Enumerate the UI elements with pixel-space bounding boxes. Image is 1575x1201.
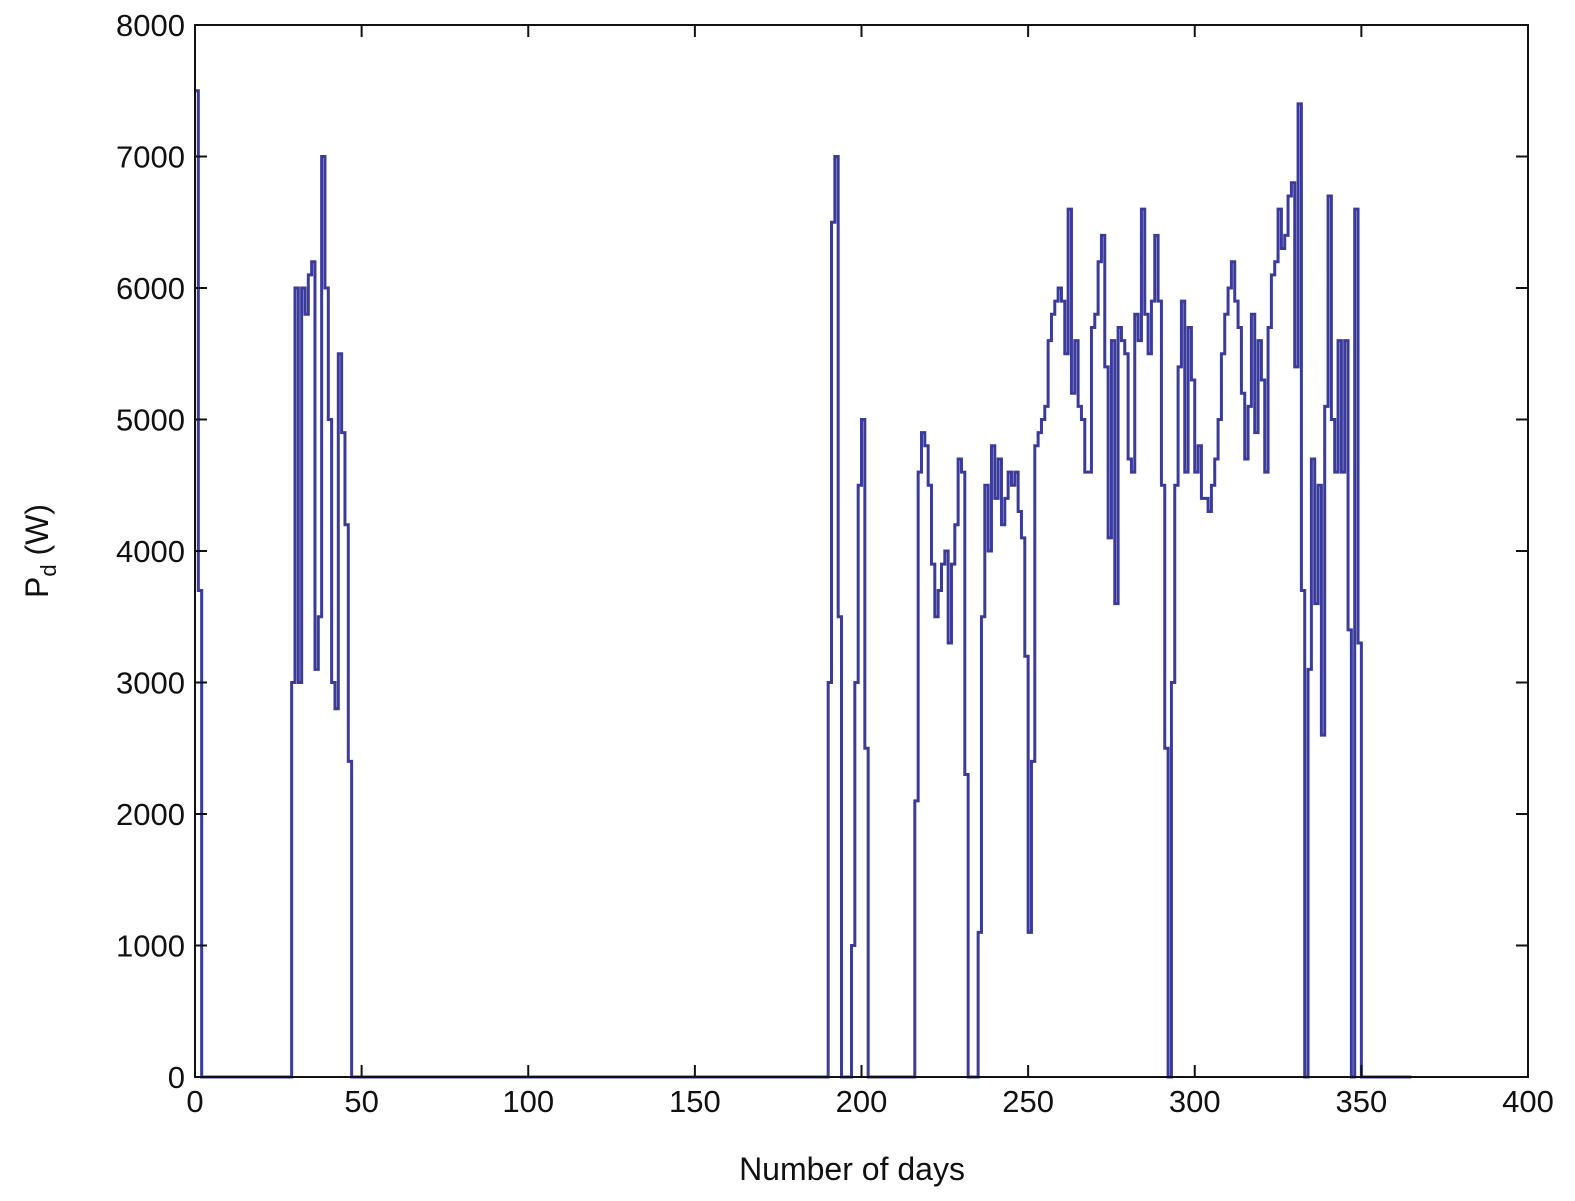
x-tick-label: 300 — [1169, 1084, 1221, 1119]
plot-area — [195, 25, 1528, 1077]
y-tick-label: 5000 — [116, 403, 185, 438]
y-axis-label: Pd (W) — [19, 504, 61, 598]
y-tick-label: 0 — [168, 1060, 185, 1095]
y-tick-label: 1000 — [116, 929, 185, 964]
x-tick-label: 200 — [836, 1084, 888, 1119]
x-tick-label: 350 — [1336, 1084, 1388, 1119]
series-layer — [195, 89, 1412, 1079]
x-tick-label: 0 — [186, 1084, 203, 1119]
x-axis-label: Number of days — [739, 1151, 965, 1187]
y-tick-label: 7000 — [116, 140, 185, 175]
y-tick-label: 3000 — [116, 666, 185, 701]
y-axis-label-main: P — [19, 577, 55, 598]
y-tick-label: 2000 — [116, 797, 185, 832]
x-tick-label: 100 — [502, 1084, 554, 1119]
x-tick-label: 250 — [1002, 1084, 1054, 1119]
x-tick-label: 400 — [1502, 1084, 1554, 1119]
x-tick-label: 50 — [344, 1084, 378, 1119]
y-tick-label: 4000 — [116, 534, 185, 569]
x-tick-label: 150 — [669, 1084, 721, 1119]
y-tick-label: 8000 — [116, 8, 185, 43]
y-axis-label-subscript: d — [36, 564, 61, 576]
ticks-layer: 0 50 100 150 200 250 300 350 4000100020003000400… — [116, 8, 1554, 1119]
y-axis-label-unit: (W) — [19, 504, 55, 564]
y-tick-label: 6000 — [116, 271, 185, 306]
series-line-pd — [195, 89, 1412, 1079]
